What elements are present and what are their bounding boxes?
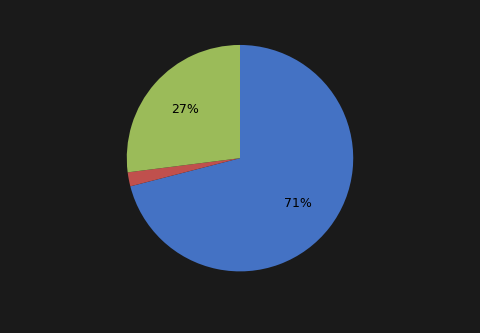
Wedge shape <box>127 45 240 172</box>
Wedge shape <box>128 158 240 186</box>
Text: 27%: 27% <box>171 103 199 116</box>
Text: 71%: 71% <box>284 197 312 210</box>
Wedge shape <box>131 45 353 271</box>
